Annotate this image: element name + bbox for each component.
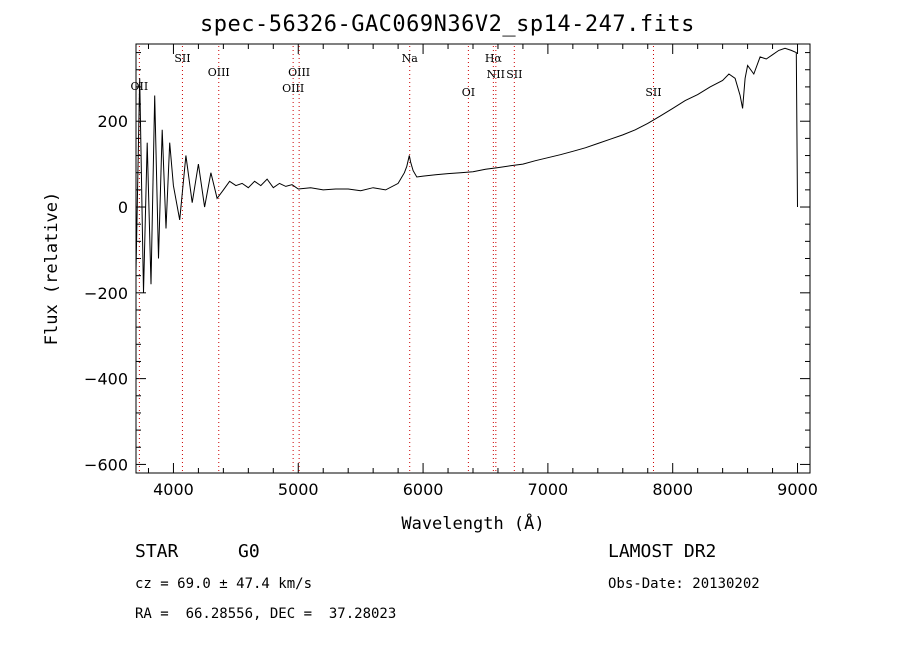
y-tick-label: 0 <box>118 198 128 217</box>
chart-title: spec-56326-GAC069N36V2_sp14-247.fits <box>200 12 695 37</box>
x-tick-label: 7000 <box>528 480 569 499</box>
coords-text: RA = 66.28556, DEC = 37.28023 <box>135 606 397 622</box>
spectrum-line <box>135 47 798 293</box>
line-marker-label: OIII <box>288 66 310 79</box>
y-tick-label: −600 <box>84 455 128 474</box>
plot-frame <box>135 43 811 474</box>
line-marker-label: SII <box>645 86 661 99</box>
x-tick-label: 5000 <box>278 480 319 499</box>
line-marker-label: OI <box>462 86 475 99</box>
object-subclass: G0 <box>238 541 260 562</box>
x-tick-label: 9000 <box>777 480 818 499</box>
obs-date-text: Obs-Date: 20130202 <box>608 576 760 592</box>
object-class: STAR <box>135 541 179 562</box>
y-tick-label: −400 <box>84 370 128 389</box>
y-tick-label: −200 <box>84 284 128 303</box>
y-tick-label: 200 <box>97 112 128 131</box>
line-marker-label: NII <box>487 68 505 81</box>
line-marker-label: SII <box>174 52 190 65</box>
x-tick-label: 8000 <box>652 480 693 499</box>
x-tick-label: 4000 <box>153 480 194 499</box>
line-marker-label: OIII <box>208 66 230 79</box>
line-marker-label: SII <box>506 68 522 81</box>
line-marker-label: Hα <box>485 52 503 65</box>
line-marker-label: Na <box>402 52 419 65</box>
line-marker-label: OIII <box>282 82 304 95</box>
x-axis-label: Wavelength (Å) <box>401 512 544 534</box>
x-tick-label: 6000 <box>403 480 444 499</box>
survey-name: LAMOST DR2 <box>608 541 717 562</box>
y-axis-label: Flux (relative) <box>42 192 62 346</box>
redshift-text: cz = 69.0 ± 47.4 km/s <box>135 576 313 592</box>
